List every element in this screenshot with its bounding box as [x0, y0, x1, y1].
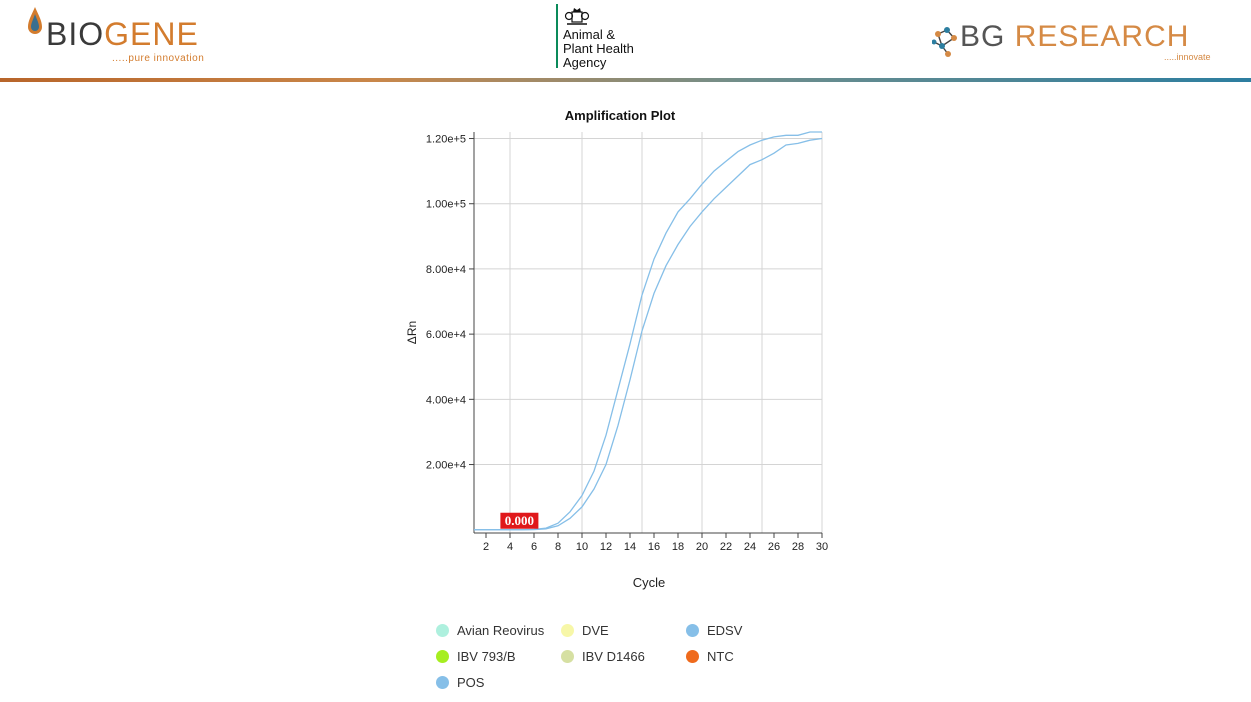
legend-item[interactable]: POS	[436, 672, 484, 692]
x-tick-label: 30	[816, 541, 828, 553]
apha-line-2: Plant Health	[563, 41, 634, 56]
legend-item[interactable]: DVE	[561, 620, 609, 640]
legend-color-dot	[686, 623, 699, 637]
chart-labels: Cycle ΔRn 0.000	[405, 321, 665, 590]
x-tick-label: 28	[792, 541, 804, 553]
series-line-pos	[474, 131, 822, 531]
bg-research-logo: BG RESEARCH .....innovate	[932, 18, 1232, 64]
x-tick-label: 22	[720, 541, 732, 553]
biogene-part-2: GENE	[104, 16, 199, 52]
x-tick-label: 2	[483, 541, 489, 553]
legend-color-dot	[436, 649, 449, 663]
biogene-part-1: BIO	[46, 16, 105, 52]
legend-color-dot	[436, 623, 449, 637]
legend-item[interactable]: IBV 793/B	[436, 646, 516, 666]
legend-item[interactable]: EDSV	[686, 620, 742, 640]
biogene-wordmark: BIOGENE	[46, 18, 199, 50]
x-tick-label: 10	[576, 541, 588, 553]
network-icon	[932, 27, 957, 57]
apha-logo: Animal & Plant Health Agency	[556, 4, 676, 74]
droplet-icon	[28, 7, 42, 34]
chart-grid	[474, 132, 823, 533]
bg-research-part-1: BG	[960, 20, 1006, 53]
legend-label: EDSV	[707, 622, 743, 638]
x-tick-label: 24	[744, 541, 756, 553]
biogene-tagline: .....pure innovation	[112, 53, 205, 64]
bg-research-part-2: RESEARCH	[1005, 20, 1190, 53]
x-axis-label: Cycle	[633, 575, 666, 590]
legend-item[interactable]: Avian Reovirus	[436, 620, 544, 640]
x-tick-label: 26	[768, 541, 780, 553]
series-line-pos	[474, 137, 823, 531]
legend-label: DVE	[582, 622, 609, 638]
y-tick-label: 8.00e+4	[426, 264, 466, 276]
royal-crest-icon	[564, 8, 590, 25]
x-tick-label: 14	[624, 541, 636, 553]
threshold-label-box	[500, 512, 539, 529]
apha-name: Animal & Plant Health Agency	[563, 28, 634, 70]
legend-label: IBV 793/B	[457, 648, 516, 664]
legend-color-dot	[436, 675, 449, 689]
chart-series	[474, 131, 823, 531]
x-tick-label: 12	[600, 541, 612, 553]
legend-label: IBV D1466	[582, 648, 645, 664]
bg-research-wordmark: BG RESEARCH	[960, 21, 1189, 53]
y-tick-label: 1.00e+5	[426, 199, 466, 211]
page-header: BIOGENE .....pure innovation Animal & Pl…	[0, 0, 1251, 82]
x-tick-label: 8	[555, 541, 561, 553]
amplification-plot: Amplification Plot 2 4 6 8 10 12 14 16 18 20 22 24 2…	[405, 108, 828, 590]
y-tick-label: 1.20e+5	[426, 134, 466, 146]
chart-title: Amplification Plot	[565, 108, 676, 123]
x-tick-label: 16	[648, 541, 660, 553]
legend-item[interactable]: IBV D1466	[561, 646, 645, 666]
bg-research-tagline: .....innovate	[1164, 52, 1211, 62]
x-tick-label: 4	[507, 541, 513, 553]
legend-label: Avian Reovirus	[457, 622, 545, 638]
chart-legend: Avian Reovirus DVE EDSV IBV 793/B IBV D1466 N…	[436, 620, 816, 700]
legend-item[interactable]: NTC	[686, 646, 734, 666]
x-tick-label: 20	[696, 541, 708, 553]
apha-line-3: Agency	[563, 55, 607, 70]
x-tick-label: 18	[672, 541, 684, 553]
threshold-label: 0.000	[505, 513, 534, 528]
y-tick-label: 6.00e+4	[426, 329, 466, 341]
chart-axes: 2 4 6 8 10 12 14 16 18 20 22 24 26 28 302.00e+44.00e+4…	[426, 132, 828, 553]
y-tick-label: 2.00e+4	[426, 460, 466, 472]
x-tick-label: 6	[531, 541, 537, 553]
biogene-logo: BIOGENE .....pure innovation	[24, 6, 224, 64]
legend-color-dot	[686, 649, 699, 663]
y-axis-label: ΔRn	[405, 321, 419, 344]
header-gradient-bar	[0, 78, 1251, 82]
apha-line-1: Animal &	[563, 27, 616, 42]
legend-color-dot	[561, 649, 574, 663]
legend-label: NTC	[707, 648, 734, 664]
legend-color-dot	[561, 623, 574, 637]
apha-divider	[556, 4, 558, 68]
y-tick-label: 4.00e+4	[426, 394, 466, 406]
legend-label: POS	[457, 674, 485, 690]
